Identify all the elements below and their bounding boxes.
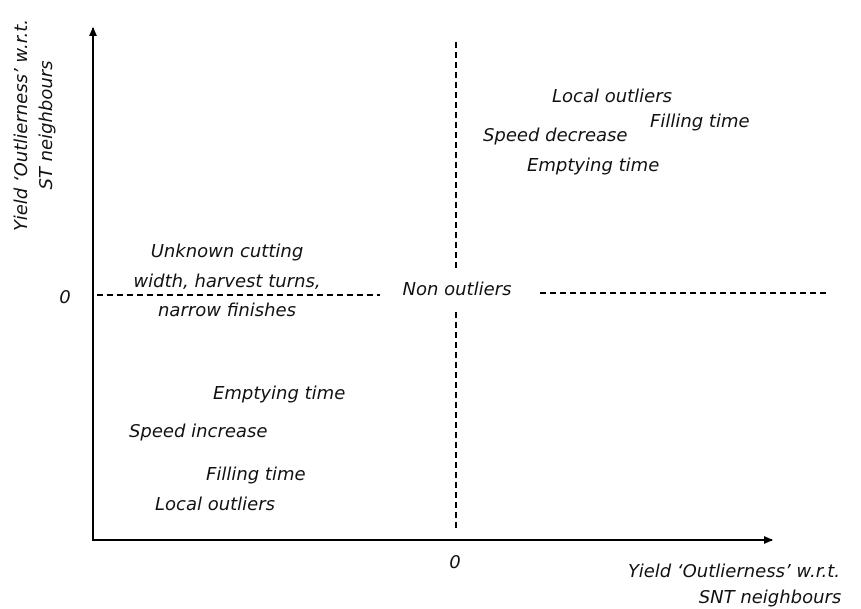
- region-label: Filling time: [650, 111, 750, 132]
- region-label: narrow finishes: [158, 300, 296, 321]
- x-axis-label: SNT neighbours: [699, 587, 842, 608]
- region-label: Speed increase: [129, 421, 267, 442]
- y-origin: 0: [59, 287, 70, 308]
- x-axis-label: Yield ‘Outlierness’ w.r.t.: [628, 561, 840, 582]
- y-axis-label: Yield ‘Outlierness’ w.r.t.: [11, 19, 32, 231]
- region-label: Emptying time: [527, 155, 659, 176]
- region-label: Unknown cutting: [151, 241, 304, 262]
- region-label: Emptying time: [213, 383, 345, 404]
- x-origin: 0: [449, 552, 460, 573]
- region-label: Filling time: [206, 464, 306, 485]
- region-label: Speed decrease: [483, 125, 628, 146]
- region-label: Local outliers: [552, 86, 672, 107]
- region-label: width, harvest turns,: [133, 271, 320, 292]
- region-label: Non outliers: [403, 279, 512, 300]
- region-label: Local outliers: [155, 494, 275, 515]
- y-axis-label: ST neighbours: [36, 60, 57, 189]
